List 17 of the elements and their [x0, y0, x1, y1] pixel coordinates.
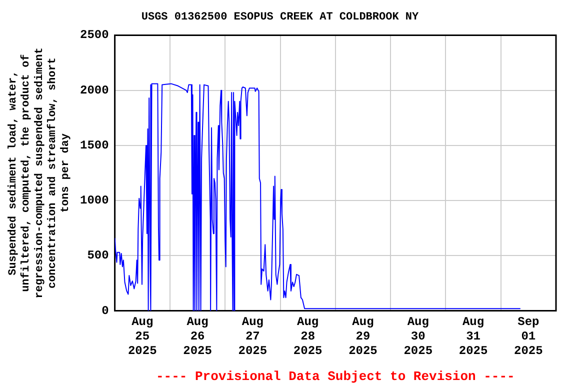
y-axis-title: Suspended sediment load, water, unfiltered, computed, the product of regression-computed suspended sediment concentration and streamflow, short tons per day — [7, 48, 72, 298]
y-tick-label: 2000 — [80, 83, 109, 98]
x-tick-label: Aug 31 2025 — [458, 315, 488, 358]
x-tick-label: Aug 30 2025 — [404, 315, 433, 358]
x-tick-label: Aug 26 2025 — [183, 315, 212, 358]
x-tick-label: Aug 28 2025 — [293, 315, 322, 358]
x-tick-label: Aug 25 2025 — [128, 315, 157, 358]
chart-title: USGS 01362500 ESOPUS CREEK AT COLDBROOK NY — [141, 11, 420, 24]
x-tick-label: Aug 29 2025 — [348, 315, 378, 358]
x-tick-label: Sep 01 2025 — [514, 315, 543, 358]
y-tick-label: 0 — [102, 304, 109, 318]
y-tick-label: 2500 — [80, 28, 109, 42]
x-tick-label: Aug 27 2025 — [238, 315, 268, 358]
text: ---- Provisional Data Subject to Revision ---- — [156, 369, 515, 384]
y-tick-label: 1500 — [80, 138, 109, 152]
y-tick-label: 1000 — [80, 194, 109, 208]
y-tick-label: 500 — [87, 248, 109, 263]
